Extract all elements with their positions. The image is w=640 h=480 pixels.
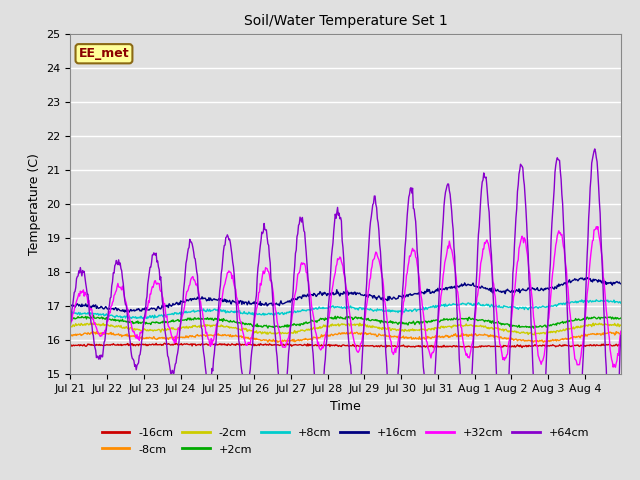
-16cm	[77, 342, 84, 348]
+16cm	[67, 303, 74, 309]
+64cm	[617, 333, 625, 338]
-16cm	[190, 342, 198, 348]
-8cm	[429, 335, 437, 340]
Line: +32cm: +32cm	[70, 227, 621, 367]
+64cm	[77, 264, 84, 270]
+16cm	[413, 290, 421, 296]
+64cm	[218, 266, 226, 272]
-8cm	[133, 333, 141, 339]
Line: +64cm: +64cm	[70, 149, 621, 464]
Text: EE_met: EE_met	[79, 47, 129, 60]
+64cm	[609, 461, 616, 467]
Line: -8cm: -8cm	[70, 332, 621, 342]
-16cm	[133, 342, 141, 348]
+2cm	[219, 319, 227, 324]
+16cm	[617, 281, 625, 287]
+64cm	[189, 245, 196, 251]
+8cm	[219, 308, 227, 313]
+16cm	[77, 303, 84, 309]
-16cm	[414, 343, 422, 349]
+2cm	[413, 319, 421, 324]
+32cm	[218, 296, 226, 302]
+16cm	[190, 297, 198, 302]
+32cm	[413, 255, 420, 261]
-2cm	[617, 323, 625, 328]
-2cm	[134, 326, 141, 332]
+16cm	[219, 299, 227, 304]
-8cm	[189, 334, 196, 339]
-2cm	[190, 323, 198, 329]
+64cm	[67, 322, 74, 328]
+16cm	[134, 307, 141, 313]
-2cm	[531, 332, 538, 338]
-16cm	[617, 342, 625, 348]
-16cm	[382, 345, 390, 350]
-8cm	[413, 336, 421, 341]
+8cm	[143, 316, 151, 322]
-8cm	[274, 339, 282, 345]
+16cm	[121, 309, 129, 315]
+8cm	[593, 297, 600, 303]
+2cm	[134, 318, 141, 324]
+64cm	[591, 146, 598, 152]
-2cm	[429, 325, 437, 331]
+2cm	[190, 317, 198, 323]
+8cm	[429, 303, 437, 309]
-8cm	[617, 330, 625, 336]
-8cm	[218, 333, 226, 339]
Line: -16cm: -16cm	[70, 343, 621, 348]
Line: +8cm: +8cm	[70, 300, 621, 319]
+8cm	[133, 314, 141, 320]
-8cm	[612, 329, 620, 335]
+32cm	[594, 224, 602, 229]
-2cm	[91, 320, 99, 325]
Y-axis label: Temperature (C): Temperature (C)	[28, 153, 41, 255]
+8cm	[413, 307, 421, 313]
-2cm	[219, 323, 227, 329]
+2cm	[429, 317, 437, 323]
X-axis label: Time: Time	[330, 400, 361, 413]
+32cm	[77, 288, 84, 294]
-2cm	[413, 327, 421, 333]
+2cm	[67, 315, 74, 321]
+2cm	[617, 315, 625, 321]
+32cm	[133, 332, 141, 337]
+8cm	[617, 300, 625, 306]
Title: Soil/Water Temperature Set 1: Soil/Water Temperature Set 1	[244, 14, 447, 28]
+2cm	[90, 312, 97, 318]
+32cm	[67, 321, 74, 326]
-16cm	[161, 340, 168, 346]
+64cm	[413, 231, 420, 237]
+32cm	[189, 274, 196, 279]
+2cm	[530, 325, 538, 331]
+32cm	[429, 349, 436, 355]
-2cm	[67, 323, 74, 329]
+64cm	[429, 408, 436, 414]
+8cm	[67, 311, 74, 316]
-8cm	[67, 334, 74, 339]
-16cm	[219, 342, 227, 348]
Line: +16cm: +16cm	[70, 277, 621, 312]
+16cm	[429, 289, 437, 295]
+8cm	[190, 307, 198, 313]
-16cm	[67, 342, 74, 348]
Legend: -16cm, -8cm, -2cm, +2cm, +8cm, +16cm, +32cm, +64cm: -16cm, -8cm, -2cm, +2cm, +8cm, +16cm, +3…	[102, 428, 589, 455]
Line: +2cm: +2cm	[70, 315, 621, 328]
-2cm	[77, 323, 84, 328]
-8cm	[77, 331, 84, 337]
+2cm	[77, 314, 84, 320]
+32cm	[612, 364, 620, 370]
Line: -2cm: -2cm	[70, 323, 621, 335]
+64cm	[133, 362, 141, 368]
+32cm	[617, 328, 625, 334]
-16cm	[430, 345, 438, 350]
+16cm	[582, 275, 590, 280]
+8cm	[77, 310, 84, 316]
